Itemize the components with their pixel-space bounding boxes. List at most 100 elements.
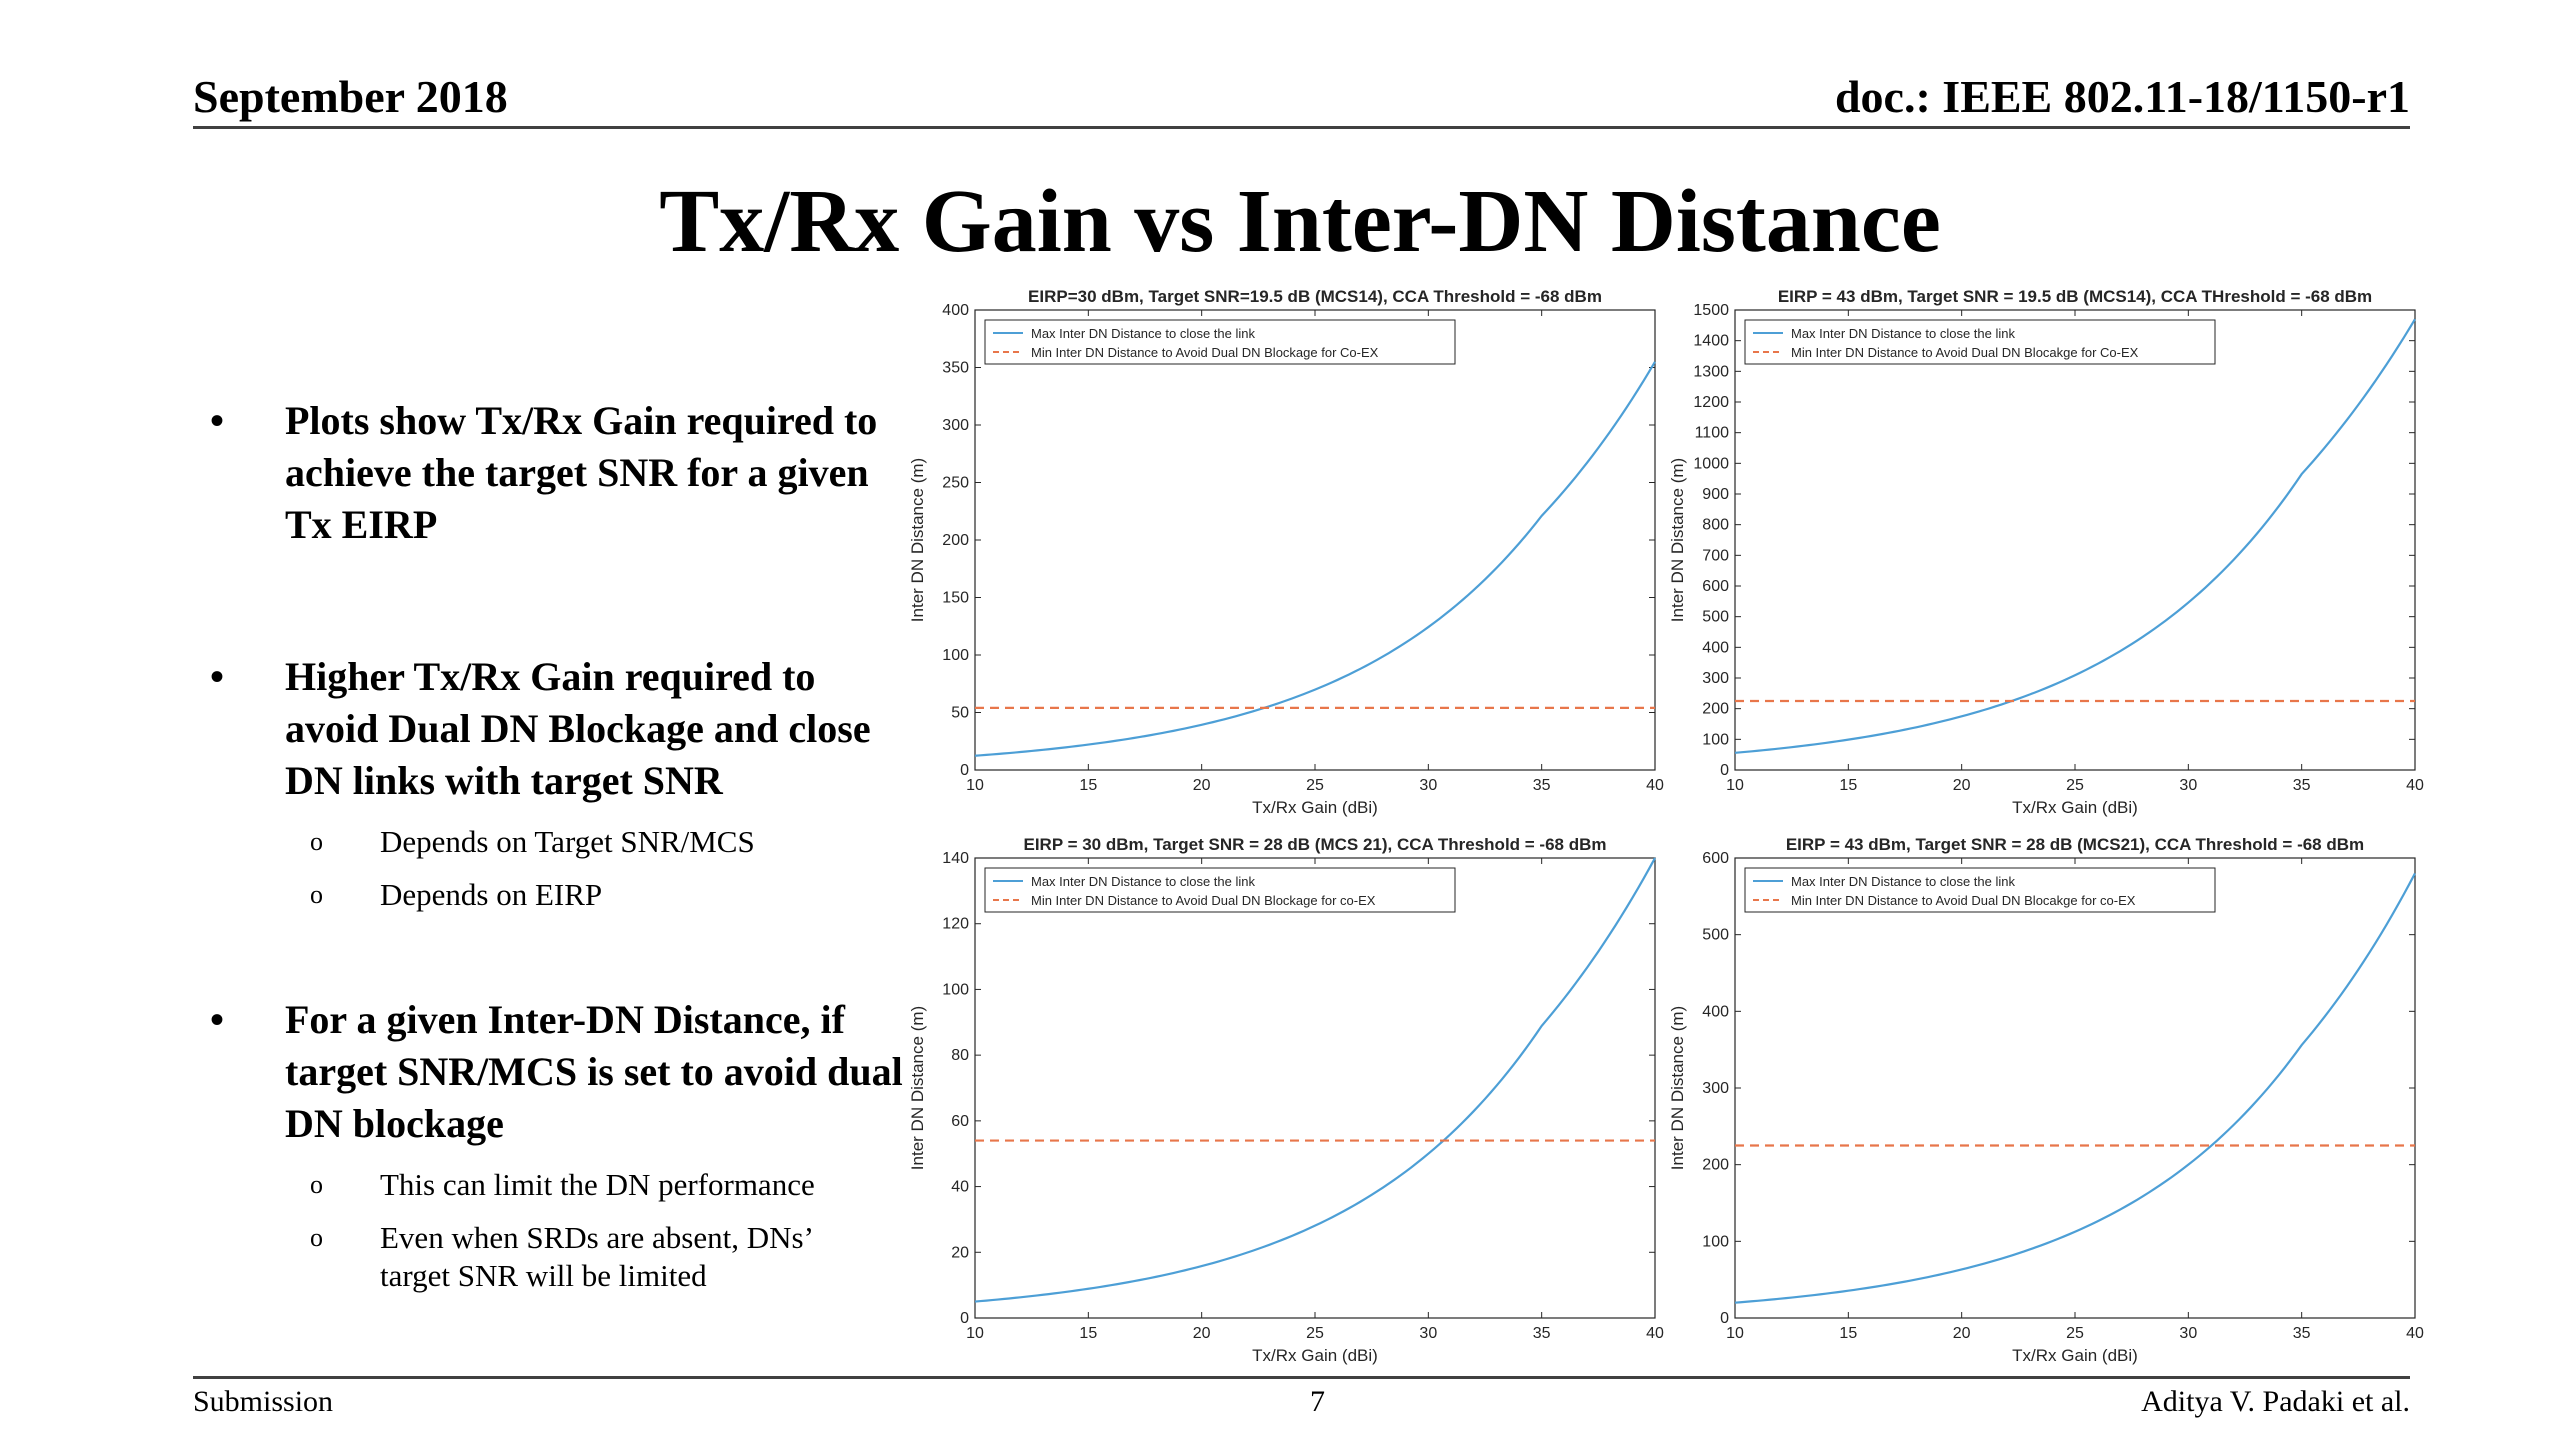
y-tick-label: 0 [960,1310,969,1327]
plot-eirp30-mcs14: EIRP=30 dBm, Target SNR=19.5 dB (MCS14),… [900,285,1670,830]
chart-svg: EIRP=30 dBm, Target SNR=19.5 dB (MCS14),… [908,287,1664,817]
legend-entry: Min Inter DN Distance to Avoid Dual DN B… [1791,893,2136,908]
sub-bullet-text: This can limit the DN performance [380,1167,815,1202]
x-tick-label: 30 [2179,777,2197,794]
plot-eirp43-mcs14: EIRP = 43 dBm, Target SNR = 19.5 dB (MCS… [1660,285,2430,830]
plot-area-frame [974,309,1656,771]
x-tick-label: 40 [2406,1325,2424,1342]
legend-box [1744,319,2216,365]
x-tick-label: 15 [1839,1325,1857,1342]
legend-entry: Max Inter DN Distance to close the link [1031,326,1255,341]
bullet-text: For a given Inter-DN Distance, if target… [285,997,903,1146]
y-tick-label: 1400 [1693,333,1729,350]
plot-area-frame [1734,857,2416,1319]
y-tick-label: 80 [951,1047,969,1064]
x-tick-label: 25 [2066,777,2084,794]
bullet-item: • For a given Inter-DN Distance, if targ… [210,994,910,1295]
legend-entry: Min Inter DN Distance to Avoid Dual DN B… [1031,893,1376,908]
sub-bullet-item: o Depends on Target SNR/MCS [210,823,835,861]
series-max-distance-line [974,361,1656,757]
x-tick-label: 30 [2179,1325,2197,1342]
bullet-list: • Plots show Tx/Rx Gain required to achi… [210,395,910,1310]
y-tick-label: 350 [942,360,969,377]
header-divider [193,126,2410,129]
sub-bullet-list: o This can limit the DN performance o Ev… [285,1166,910,1295]
plot-area-frame [974,857,1656,1319]
circle-bullet-icon: o [310,827,323,856]
sub-bullet-item: o This can limit the DN performance [210,1166,835,1204]
footer-submission: Submission [193,1385,334,1418]
sub-bullet-item: o Even when SRDs are absent, DNs’ target… [210,1219,835,1295]
y-tick-label: 0 [1720,1310,1729,1327]
x-axis-label: Tx/Rx Gain (dBi) [2012,798,2138,817]
circle-bullet-icon: o [310,880,323,909]
y-tick-label: 100 [1702,1233,1729,1250]
x-tick-label: 20 [1953,777,1971,794]
x-tick-label: 25 [2066,1325,2084,1342]
y-axis-label: Inter DN Distance (m) [908,1006,927,1170]
legend-entry: Max Inter DN Distance to close the link [1791,874,2015,889]
legend-entry: Max Inter DN Distance to close the link [1031,874,1255,889]
chart-title: EIRP=30 dBm, Target SNR=19.5 dB (MCS14),… [1028,287,1602,306]
y-tick-label: 200 [1702,1157,1729,1174]
x-axis-label: Tx/Rx Gain (dBi) [1252,798,1378,817]
y-tick-label: 300 [942,417,969,434]
chart-title: EIRP = 43 dBm, Target SNR = 19.5 dB (MCS… [1778,287,2372,306]
circle-bullet-icon: o [310,1223,323,1252]
chart-svg: EIRP = 43 dBm, Target SNR = 19.5 dB (MCS… [1668,287,2424,817]
y-axis-label: Inter DN Distance (m) [908,458,927,622]
chart-title: EIRP = 30 dBm, Target SNR = 28 dB (MCS 2… [1023,835,1606,854]
circle-bullet-icon: o [310,1170,323,1199]
sub-bullet-list: o Depends on Target SNR/MCS o Depends on… [285,823,910,914]
x-tick-label: 40 [2406,777,2424,794]
x-tick-label: 35 [2293,1325,2311,1342]
y-tick-label: 60 [951,1113,969,1130]
x-tick-label: 10 [1726,777,1744,794]
y-tick-label: 400 [1702,639,1729,656]
x-tick-label: 30 [1419,777,1437,794]
x-tick-label: 20 [1193,1325,1211,1342]
x-tick-label: 10 [1726,1325,1744,1342]
chart-title: EIRP = 43 dBm, Target SNR = 28 dB (MCS21… [1786,835,2364,854]
y-tick-label: 150 [942,590,969,607]
x-tick-label: 25 [1306,777,1324,794]
plot-area-frame [1734,309,2416,771]
y-tick-label: 800 [1702,517,1729,534]
y-tick-label: 200 [1702,701,1729,718]
x-tick-label: 30 [1419,1325,1437,1342]
y-tick-label: 600 [1702,850,1729,867]
x-tick-label: 40 [1646,777,1664,794]
footer-page-number: 7 [1310,1385,1325,1418]
y-tick-label: 400 [942,302,969,319]
y-axis-label: Inter DN Distance (m) [1668,458,1687,622]
y-tick-label: 1200 [1693,394,1729,411]
legend-box [984,319,1456,365]
y-tick-label: 120 [942,916,969,933]
bullet-text: Higher Tx/Rx Gain required to avoid Dual… [285,654,871,803]
y-axis-label: Inter DN Distance (m) [1668,1006,1687,1170]
y-tick-label: 1300 [1693,363,1729,380]
sub-bullet-item: o Depends on EIRP [210,876,835,914]
x-tick-label: 10 [966,1325,984,1342]
y-tick-label: 100 [942,981,969,998]
x-tick-label: 15 [1079,777,1097,794]
series-max-distance-line [1734,872,2416,1304]
plot-eirp43-mcs21: EIRP = 43 dBm, Target SNR = 28 dB (MCS21… [1660,833,2430,1378]
bullet-icon: • [210,997,225,1042]
footer-divider [193,1376,2410,1379]
bullet-icon: • [210,398,225,443]
header-date: September 2018 [193,71,508,122]
legend-box [984,867,1456,913]
x-tick-label: 35 [1533,777,1551,794]
plot-eirp30-mcs21: EIRP = 30 dBm, Target SNR = 28 dB (MCS 2… [900,833,1670,1378]
y-tick-label: 1000 [1693,455,1729,472]
y-tick-label: 100 [942,647,969,664]
legend-entry: Max Inter DN Distance to close the link [1791,326,2015,341]
chart-svg: EIRP = 43 dBm, Target SNR = 28 dB (MCS21… [1668,835,2424,1365]
footer-author: Aditya V. Padaki et al. [2141,1385,2410,1418]
y-tick-label: 400 [1702,1003,1729,1020]
x-tick-label: 20 [1953,1325,1971,1342]
bullet-text: Plots show Tx/Rx Gain required to achiev… [285,398,878,547]
x-tick-label: 25 [1306,1325,1324,1342]
y-tick-label: 20 [951,1244,969,1261]
